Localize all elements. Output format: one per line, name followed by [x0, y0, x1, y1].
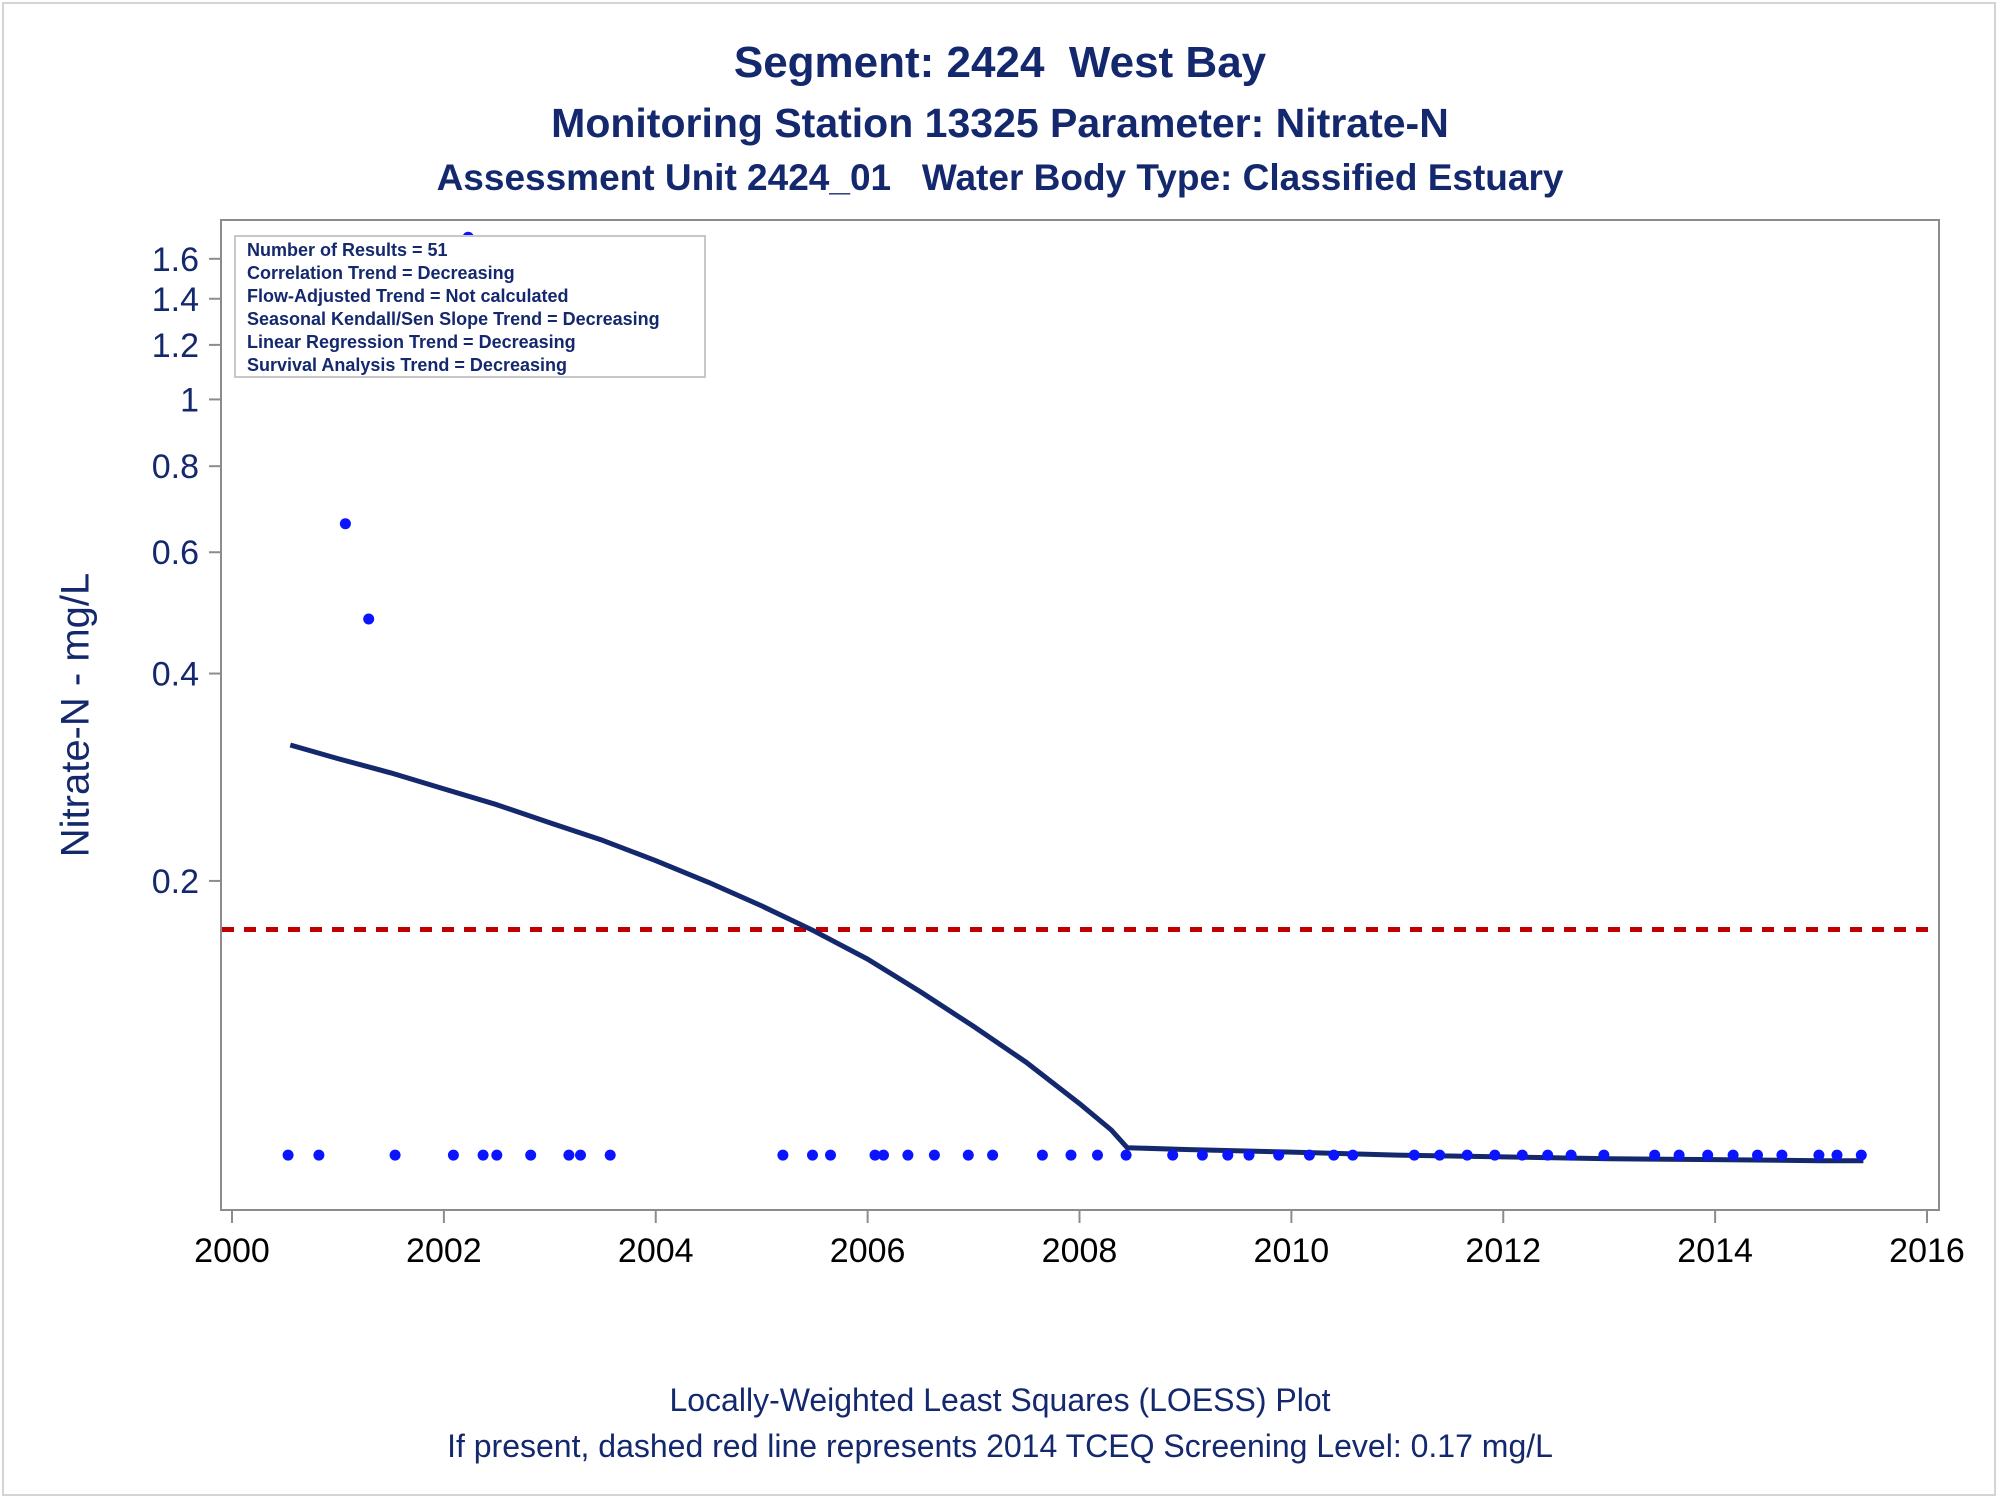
data-point: [1167, 1149, 1179, 1161]
loess-curve: [289, 742, 1864, 1164]
loess-layer: [289, 742, 1864, 1164]
data-point: [491, 1149, 503, 1161]
stats-line-3: Flow-Adjusted Trend = Not calculated: [247, 286, 569, 306]
x-tick-label-2002: 2002: [406, 1232, 482, 1270]
data-point: [575, 1149, 586, 1161]
chart-title: Segment: 2424 West Bay: [733, 38, 1267, 87]
x-tick-label-2014: 2014: [1677, 1232, 1753, 1270]
y-tick-label-1.2: 1.2: [152, 327, 199, 365]
x-tick-label-2000: 2000: [194, 1232, 270, 1270]
data-point: [1598, 1149, 1610, 1161]
data-point: [1243, 1149, 1255, 1161]
data-point: [1196, 1149, 1208, 1161]
data-point: [282, 1149, 294, 1161]
data-point: [1813, 1149, 1825, 1161]
y-tick-label-0.2: 0.2: [152, 863, 199, 901]
points-layer: [282, 231, 1867, 1161]
data-point: [1542, 1149, 1554, 1161]
y-tick-label-1.4: 1.4: [152, 281, 199, 319]
data-point: [1831, 1149, 1843, 1161]
data-point: [869, 1149, 881, 1161]
data-point: [525, 1149, 537, 1161]
data-point: [1120, 1149, 1132, 1161]
data-point: [604, 1149, 616, 1161]
stats-line-6: Survival Analysis Trend = Decreasing: [247, 355, 567, 375]
stats-line-5: Linear Regression Trend = Decreasing: [247, 332, 576, 352]
stats-box: Number of Results = 51 Correlation Trend …: [234, 235, 706, 378]
data-point: [313, 1149, 325, 1161]
data-point: [563, 1149, 575, 1161]
data-point: [1489, 1149, 1501, 1161]
y-axis-label: Nitrate-N - mg/L: [54, 573, 98, 858]
data-point: [339, 518, 351, 530]
data-point: [1092, 1149, 1103, 1161]
data-point: [1855, 1149, 1867, 1161]
x-tick-label-2006: 2006: [830, 1232, 906, 1270]
data-point: [447, 1149, 459, 1161]
data-point: [777, 1149, 789, 1161]
data-point: [1303, 1149, 1315, 1161]
data-point: [987, 1149, 999, 1161]
data-point: [1752, 1149, 1763, 1161]
data-point: [928, 1149, 940, 1161]
data-point: [1036, 1149, 1048, 1161]
y-tick-label-1: 1: [180, 381, 199, 419]
data-point: [363, 613, 375, 625]
data-point: [807, 1149, 818, 1161]
data-point: [1328, 1149, 1340, 1161]
data-point: [1727, 1149, 1739, 1161]
data-point: [1702, 1149, 1714, 1161]
stats-line-4: Seasonal Kendall/Sen Slope Trend = Decre…: [247, 309, 660, 329]
x-tick-label-2008: 2008: [1042, 1232, 1118, 1270]
data-point: [1065, 1149, 1077, 1161]
data-point: [1347, 1149, 1359, 1161]
x-tick-label-2016: 2016: [1889, 1232, 1965, 1270]
x-tick-label-2012: 2012: [1465, 1232, 1541, 1270]
data-point: [1649, 1149, 1661, 1161]
x-tick-label-2010: 2010: [1254, 1232, 1330, 1270]
data-point: [477, 1149, 489, 1161]
y-tick-label-1.6: 1.6: [152, 241, 199, 279]
data-point: [1565, 1149, 1577, 1161]
data-point: [1222, 1149, 1234, 1161]
data-point: [1273, 1149, 1285, 1161]
data-point: [1673, 1149, 1685, 1161]
stats-line-1: Number of Results = 51: [247, 240, 448, 260]
data-point: [902, 1149, 914, 1161]
data-point: [878, 1149, 889, 1161]
y-tick-label-0.6: 0.6: [152, 534, 199, 572]
data-point: [1461, 1149, 1473, 1161]
chart-subtitle-2: Assessment Unit 2424_01 Water Body Type:…: [436, 157, 1564, 198]
data-point: [1434, 1149, 1446, 1161]
data-point: [1776, 1149, 1788, 1161]
stats-line-2: Correlation Trend = Decreasing: [247, 263, 515, 283]
footer-caption-2: If present, dashed red line represents 2…: [447, 1428, 1553, 1464]
footer-caption-1: Locally-Weighted Least Squares (LOESS) P…: [669, 1382, 1331, 1418]
stats-box-border: [234, 235, 706, 378]
data-point: [825, 1149, 836, 1161]
y-tick-label-0.4: 0.4: [152, 656, 199, 694]
y-tick-label-0.8: 0.8: [152, 448, 199, 486]
x-axis: 2000 2002 2004 2006 2008 2010 2012 2014 2016: [194, 1210, 1965, 1270]
y-axis: 0.2 0.4 0.6 0.8 1 1.2 1.41.6: [152, 241, 221, 901]
data-point: [962, 1149, 974, 1161]
data-point: [1516, 1149, 1528, 1161]
x-tick-label-2004: 2004: [618, 1232, 694, 1270]
data-point: [389, 1149, 401, 1161]
data-point: [1408, 1149, 1420, 1161]
chart-subtitle: Monitoring Station 13325 Parameter: Nitr…: [551, 100, 1449, 146]
